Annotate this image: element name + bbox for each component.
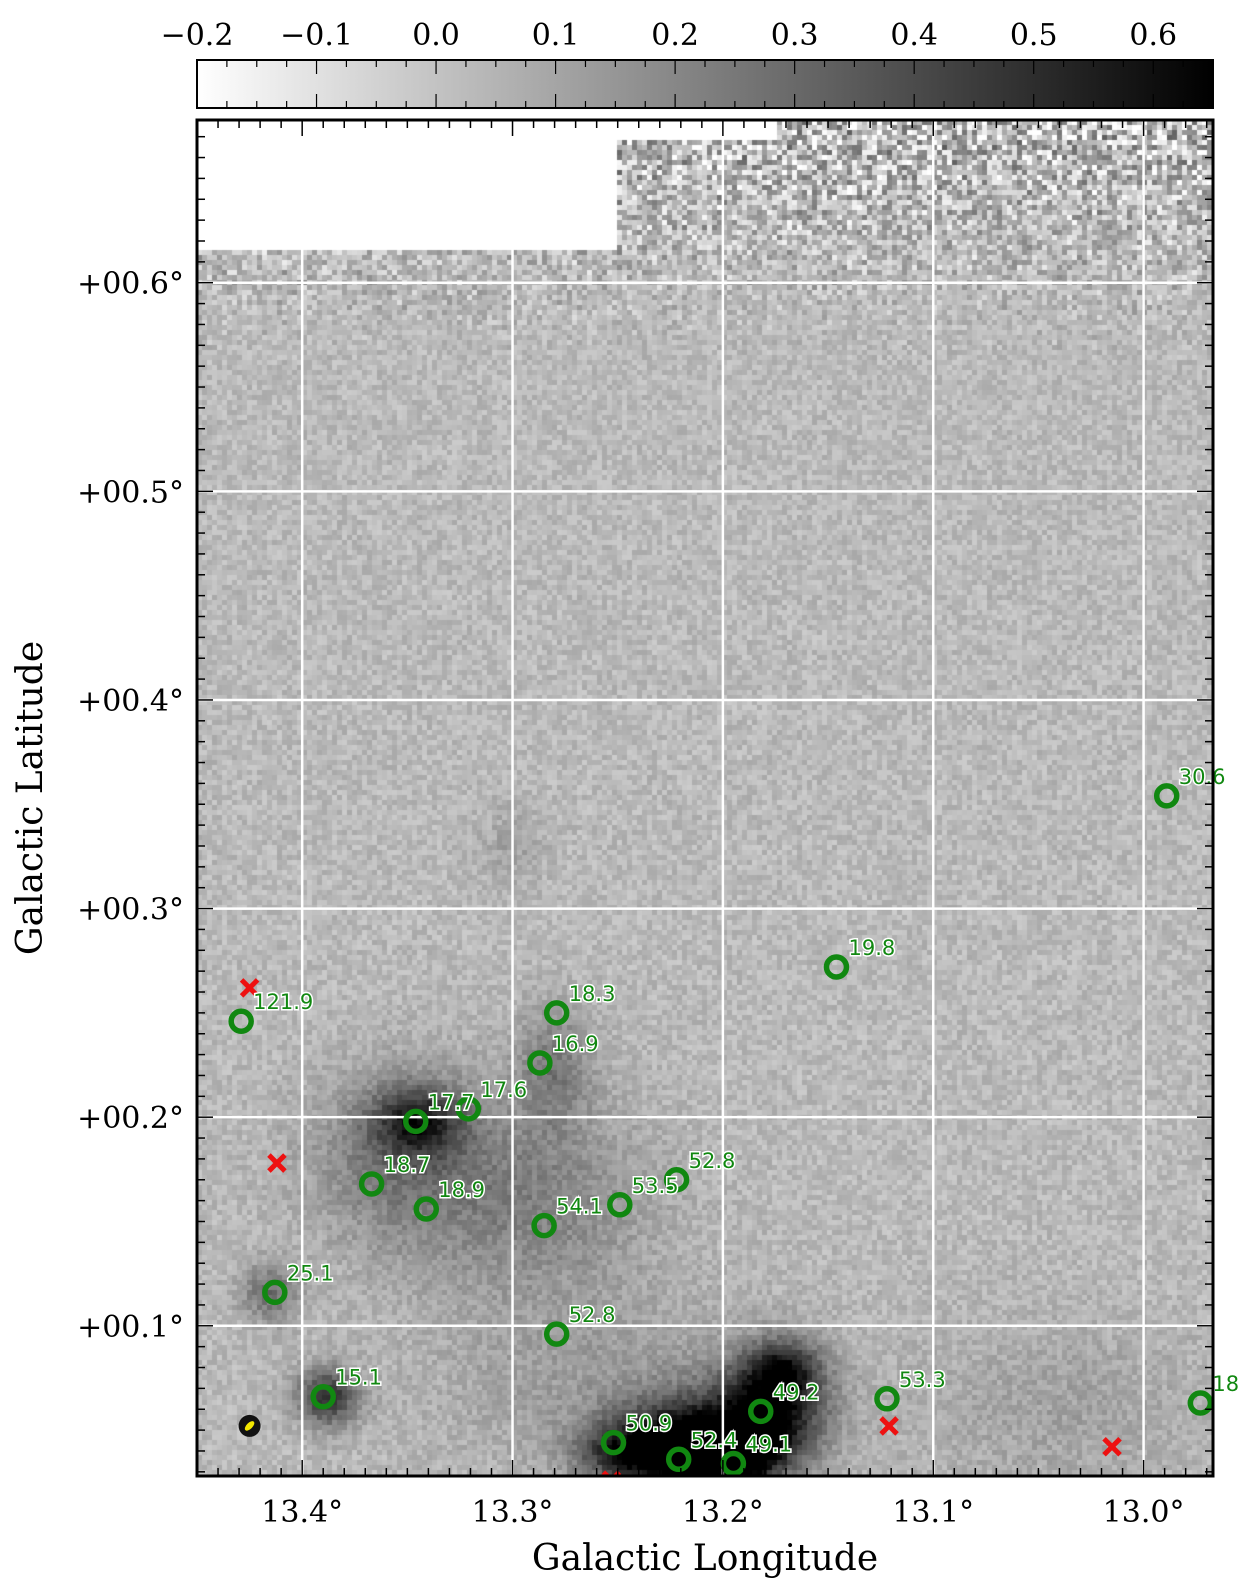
source-label: 18.3 <box>569 982 616 1006</box>
source-label: 49.1 <box>745 1432 792 1456</box>
colorbar-tick-label: 0.5 <box>1010 18 1058 53</box>
source-label: 49.2 <box>773 1380 820 1404</box>
heatmap-image-container <box>197 120 1213 1476</box>
y-tick-labels: +00.1° +00.2° +00.3° +00.4° +00.5° +00.6° <box>77 267 184 1345</box>
source-label: 53.5 <box>632 1174 679 1198</box>
source-marker <box>665 1446 692 1473</box>
cross-marker <box>1102 1437 1122 1457</box>
source-marker <box>228 1008 254 1034</box>
source-label: 17.7 <box>428 1090 475 1114</box>
source-label: 18 <box>1212 1372 1238 1396</box>
source-label: 25.1 <box>287 1261 334 1285</box>
x-tick-label: 13.1° <box>892 1495 974 1530</box>
y-tick-label: +00.1° <box>77 1310 184 1345</box>
colorbar-tick-label: −0.1 <box>280 18 353 53</box>
x-tick-label: 13.4° <box>261 1495 343 1530</box>
source-label: 52.8 <box>689 1149 736 1173</box>
source-marker <box>455 1096 482 1122</box>
cross-stroke <box>879 1416 899 1436</box>
source-marker <box>527 1050 553 1076</box>
y-tick-label: +00.6° <box>77 267 184 302</box>
cross-marker <box>267 1153 287 1173</box>
source-marker <box>531 1212 557 1239</box>
source-label: 50.9 <box>625 1412 672 1436</box>
source-marker <box>747 1398 774 1425</box>
x-tick-label: 13.2° <box>682 1495 764 1530</box>
colorbar-gradient <box>196 59 1214 109</box>
source-marker <box>403 1108 429 1135</box>
source-marker <box>1153 783 1180 809</box>
beam-marker <box>238 1414 261 1437</box>
heatmap-image <box>197 120 1213 1476</box>
source-marker <box>358 1171 385 1197</box>
source-label: 19.8 <box>848 936 895 960</box>
colorbar-tick-label: 0.4 <box>890 18 938 53</box>
source-marker <box>607 1192 633 1218</box>
colorbar-tick-label: 0.1 <box>532 18 580 53</box>
source-label: 52.4 <box>691 1428 738 1452</box>
source-marker <box>600 1429 627 1456</box>
grid-lines <box>197 120 1213 1476</box>
plot-panel: 30.6 19.8 18.3 121.9 16.9 17.717.6 18.7 18.9 54.… <box>195 118 1238 1478</box>
source-marker <box>413 1196 440 1222</box>
cross-stroke <box>267 1153 287 1173</box>
y-tick-label: +00.4° <box>77 684 184 719</box>
y-tick-label: +00.2° <box>77 1101 184 1136</box>
cross-stroke <box>1102 1437 1122 1457</box>
source-label: 121.9 <box>253 990 313 1014</box>
plot-frame <box>195 118 1215 1478</box>
source-label: 54.1 <box>556 1195 603 1219</box>
colorbar-tick-label: 0.2 <box>651 18 699 53</box>
x-axis-label: Galactic Longitude <box>532 1538 878 1579</box>
source-label: 15.1 <box>335 1366 382 1390</box>
source-marker <box>823 954 850 980</box>
source-label: 16.9 <box>552 1032 599 1056</box>
cross-stroke <box>239 978 260 998</box>
x-tick-labels: 13.4° 13.3° 13.2° 13.1° 13.0° <box>261 1495 1184 1530</box>
cross-marker <box>239 978 260 998</box>
source-marker <box>543 1000 570 1026</box>
source-label: 30.6 <box>1179 765 1226 789</box>
source-marker <box>874 1386 900 1412</box>
cross-marker <box>879 1416 899 1436</box>
source-label: 52.8 <box>569 1303 616 1327</box>
colorbar-tick-label: 0.6 <box>1129 18 1177 53</box>
source-marker <box>262 1279 288 1306</box>
source-label: 18.7 <box>384 1153 431 1177</box>
source-labels: 30.6 19.8 18.3 121.9 16.9 17.717.6 18.7 18.9 54.… <box>252 763 1238 1458</box>
beam-ellipse <box>244 1421 255 1431</box>
y-axis-label: Galactic Latitude <box>10 641 51 955</box>
x-tick-label: 13.3° <box>472 1495 554 1530</box>
source-marker <box>543 1321 570 1347</box>
colorbar-tick-labels: −0.2 −0.1 0.0 0.1 0.2 0.3 0.4 0.5 0.6 <box>161 18 1178 53</box>
source-marker <box>663 1167 690 1193</box>
source-label: 53.3 <box>899 1368 946 1392</box>
source-marker <box>310 1383 336 1410</box>
y-tick-label: +00.5° <box>77 475 184 510</box>
x-tick-label: 13.0° <box>1103 1495 1185 1530</box>
colorbar-ticks <box>196 60 1214 108</box>
colorbar-tick-label: 0.0 <box>412 18 460 53</box>
source-label: 17.6 <box>480 1078 527 1102</box>
colorbar: −0.2 −0.1 0.0 0.1 0.2 0.3 0.4 0.5 0.6 <box>161 18 1214 109</box>
y-tick-label: +00.3° <box>77 893 184 928</box>
source-label: 18.9 <box>438 1178 485 1202</box>
colorbar-tick-label: −0.2 <box>161 18 234 53</box>
source-marker <box>1187 1390 1213 1416</box>
colorbar-tick-label: 0.3 <box>771 18 819 53</box>
